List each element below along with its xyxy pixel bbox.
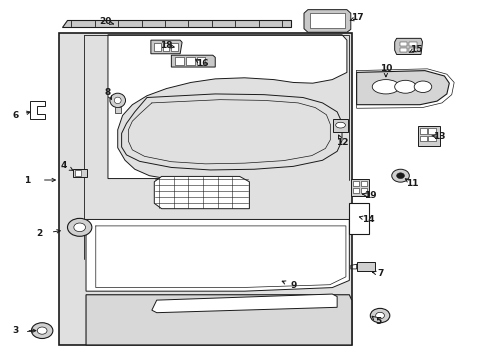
Ellipse shape xyxy=(67,219,92,236)
Polygon shape xyxy=(394,39,422,54)
Text: 18: 18 xyxy=(160,41,172,50)
Polygon shape xyxy=(86,220,348,291)
Bar xyxy=(360,188,366,193)
Text: 5: 5 xyxy=(375,317,381,326)
Bar xyxy=(75,170,81,176)
Polygon shape xyxy=(332,119,347,132)
Bar xyxy=(154,42,160,51)
Polygon shape xyxy=(171,55,215,67)
Bar xyxy=(360,181,366,186)
Text: 6: 6 xyxy=(12,111,19,120)
Polygon shape xyxy=(86,295,351,345)
Bar xyxy=(352,188,358,193)
Text: 16: 16 xyxy=(195,59,208,68)
Polygon shape xyxy=(61,21,290,27)
Bar xyxy=(427,135,435,141)
Text: 14: 14 xyxy=(362,215,374,224)
Polygon shape xyxy=(417,126,439,146)
Polygon shape xyxy=(348,203,368,234)
Ellipse shape xyxy=(114,97,121,104)
Ellipse shape xyxy=(396,173,404,179)
Text: 17: 17 xyxy=(350,13,363,22)
Text: 10: 10 xyxy=(379,64,391,73)
Bar xyxy=(196,57,205,64)
Polygon shape xyxy=(73,168,87,177)
Bar xyxy=(399,48,406,52)
Polygon shape xyxy=(122,94,341,170)
Text: 19: 19 xyxy=(363,190,376,199)
Text: 3: 3 xyxy=(12,326,19,335)
Polygon shape xyxy=(59,33,351,345)
Polygon shape xyxy=(356,262,374,271)
Polygon shape xyxy=(152,294,336,313)
Bar xyxy=(115,107,121,113)
Polygon shape xyxy=(30,101,44,119)
Text: 8: 8 xyxy=(104,87,111,96)
Text: 2: 2 xyxy=(37,229,43,238)
Bar xyxy=(419,129,426,134)
Bar xyxy=(175,57,183,64)
Ellipse shape xyxy=(375,312,384,319)
Text: 4: 4 xyxy=(61,161,67,170)
Ellipse shape xyxy=(335,122,345,128)
Bar xyxy=(171,42,178,51)
Text: 11: 11 xyxy=(406,179,418,188)
Polygon shape xyxy=(304,10,350,32)
Text: 15: 15 xyxy=(409,45,422,54)
Ellipse shape xyxy=(369,309,389,323)
Bar xyxy=(310,13,345,28)
Bar xyxy=(408,42,416,46)
Bar xyxy=(162,42,169,51)
Ellipse shape xyxy=(413,81,431,93)
Text: 9: 9 xyxy=(289,281,296,290)
Text: 20: 20 xyxy=(99,17,111,26)
Polygon shape xyxy=(108,35,346,179)
Bar xyxy=(408,48,416,52)
Ellipse shape xyxy=(31,323,53,338)
Ellipse shape xyxy=(37,327,47,334)
Polygon shape xyxy=(151,40,182,54)
Ellipse shape xyxy=(371,80,399,94)
Bar xyxy=(419,135,426,141)
Ellipse shape xyxy=(394,80,415,93)
Bar xyxy=(352,181,358,186)
Bar xyxy=(399,42,406,46)
Polygon shape xyxy=(154,176,249,209)
Text: 1: 1 xyxy=(24,176,31,185)
Text: 12: 12 xyxy=(335,138,347,147)
Ellipse shape xyxy=(110,93,125,108)
Polygon shape xyxy=(350,179,368,196)
Text: 7: 7 xyxy=(377,269,384,278)
Polygon shape xyxy=(356,71,448,105)
Ellipse shape xyxy=(74,223,85,231)
Bar xyxy=(427,129,435,134)
Bar xyxy=(185,57,194,64)
Text: 13: 13 xyxy=(432,132,445,141)
Ellipse shape xyxy=(391,169,408,182)
